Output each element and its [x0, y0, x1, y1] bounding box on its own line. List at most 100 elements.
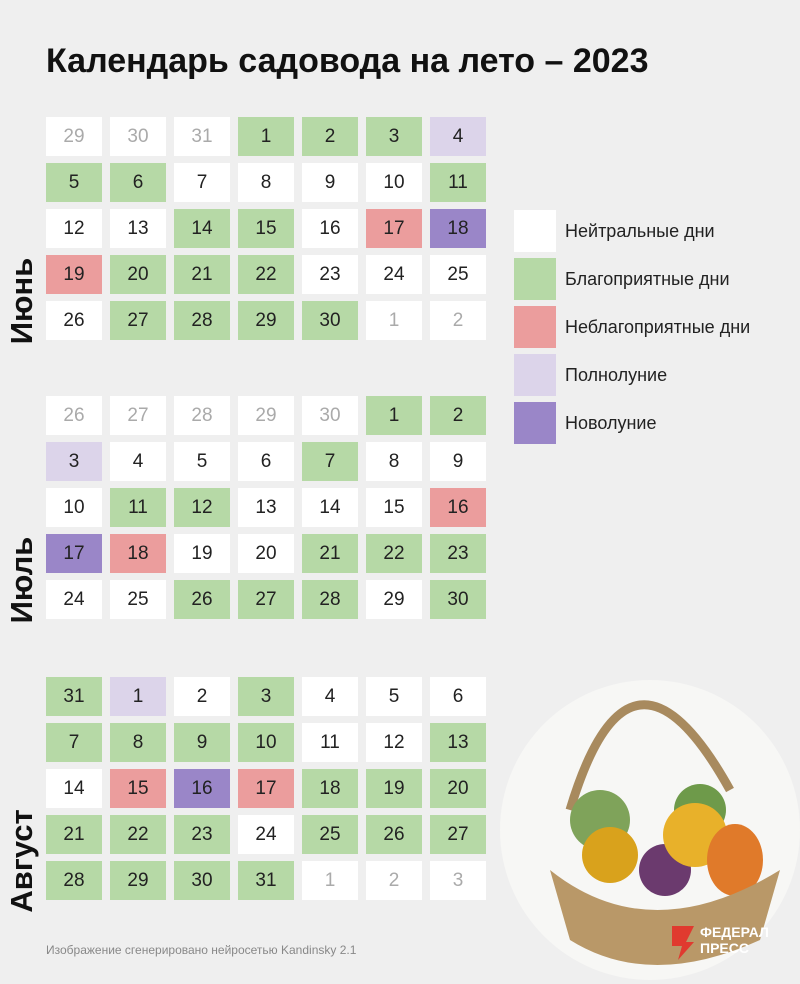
- day-cell: 14: [302, 488, 358, 527]
- legend-label: Полнолуние: [565, 365, 668, 385]
- day-cell: 18: [430, 209, 486, 248]
- day-cell: 10: [46, 488, 102, 527]
- day-cell: 29: [110, 861, 166, 900]
- day-cell: 1: [366, 301, 422, 340]
- day-cell: 30: [430, 580, 486, 619]
- legend-swatch: [514, 306, 556, 348]
- month-label: Июль: [4, 536, 39, 624]
- day-cell: 10: [238, 723, 294, 762]
- day-cell: 28: [302, 580, 358, 619]
- basket-illustration: [500, 680, 800, 980]
- day-cell: 2: [174, 677, 230, 716]
- day-cell: 25: [110, 580, 166, 619]
- day-cell: 9: [302, 163, 358, 202]
- legend-swatch: [514, 402, 556, 444]
- day-cell: 11: [302, 723, 358, 762]
- day-cell: 23: [302, 255, 358, 294]
- day-cell: 25: [430, 255, 486, 294]
- day-cell: 31: [46, 677, 102, 716]
- footer-note: Изображение сгенерировано нейросетью Kan…: [46, 943, 357, 957]
- day-cell: 19: [46, 255, 102, 294]
- day-cell: 12: [366, 723, 422, 762]
- day-cell: 4: [110, 442, 166, 481]
- day-cell: 31: [238, 861, 294, 900]
- day-cell: 7: [302, 442, 358, 481]
- day-cell: 2: [430, 396, 486, 435]
- day-cell: 17: [366, 209, 422, 248]
- day-cell: 15: [366, 488, 422, 527]
- day-cell: 30: [110, 117, 166, 156]
- logo-mark: [672, 926, 694, 960]
- legend-label: Новолуние: [565, 413, 657, 433]
- day-cell: 31: [174, 117, 230, 156]
- day-cell: 30: [302, 301, 358, 340]
- legend-swatch: [514, 210, 556, 252]
- day-cell: 2: [430, 301, 486, 340]
- day-cell: 26: [366, 815, 422, 854]
- day-cell: 23: [174, 815, 230, 854]
- day-cell: 15: [238, 209, 294, 248]
- day-cell: 23: [430, 534, 486, 573]
- day-cell: 20: [238, 534, 294, 573]
- day-cell: 26: [46, 301, 102, 340]
- day-cell: 13: [110, 209, 166, 248]
- day-cell: 20: [110, 255, 166, 294]
- day-cell: 21: [46, 815, 102, 854]
- day-cell: 19: [366, 769, 422, 808]
- day-cell: 11: [110, 488, 166, 527]
- day-cell: 30: [174, 861, 230, 900]
- day-cell: 18: [302, 769, 358, 808]
- day-cell: 2: [366, 861, 422, 900]
- day-cell: 30: [302, 396, 358, 435]
- day-cell: 8: [238, 163, 294, 202]
- day-cell: 21: [302, 534, 358, 573]
- day-cell: 5: [46, 163, 102, 202]
- day-cell: 27: [238, 580, 294, 619]
- day-cell: 5: [366, 677, 422, 716]
- day-cell: 11: [430, 163, 486, 202]
- day-cell: 6: [238, 442, 294, 481]
- day-cell: 16: [302, 209, 358, 248]
- legend-label: Благоприятные дни: [565, 269, 730, 289]
- legend-label: Неблагоприятные дни: [565, 317, 751, 337]
- day-cell: 9: [174, 723, 230, 762]
- day-cell: 28: [174, 301, 230, 340]
- day-cell: 29: [238, 301, 294, 340]
- day-cell: 29: [366, 580, 422, 619]
- day-cell: 28: [46, 861, 102, 900]
- day-cell: 27: [110, 396, 166, 435]
- day-cell: 1: [366, 396, 422, 435]
- day-cell: 24: [46, 580, 102, 619]
- day-cell: 3: [46, 442, 102, 481]
- day-cell: 22: [238, 255, 294, 294]
- day-cell: 1: [302, 861, 358, 900]
- day-cell: 24: [366, 255, 422, 294]
- day-cell: 27: [110, 301, 166, 340]
- day-cell: 28: [174, 396, 230, 435]
- day-cell: 6: [430, 677, 486, 716]
- day-cell: 19: [174, 534, 230, 573]
- day-cell: 13: [430, 723, 486, 762]
- day-cell: 12: [174, 488, 230, 527]
- month-label: Июнь: [4, 257, 39, 345]
- day-cell: 22: [110, 815, 166, 854]
- day-cell: 29: [46, 117, 102, 156]
- day-cell: 15: [110, 769, 166, 808]
- day-cell: 14: [174, 209, 230, 248]
- day-cell: 26: [46, 396, 102, 435]
- day-cell: 3: [366, 117, 422, 156]
- day-cell: 24: [238, 815, 294, 854]
- day-cell: 13: [238, 488, 294, 527]
- logo-text: ФЕДЕРАЛ ПРЕСС: [700, 924, 769, 956]
- day-cell: 3: [430, 861, 486, 900]
- day-cell: 10: [366, 163, 422, 202]
- day-cell: 7: [46, 723, 102, 762]
- day-cell: 17: [238, 769, 294, 808]
- day-cell: 3: [238, 677, 294, 716]
- day-cell: 6: [110, 163, 166, 202]
- day-cell: 4: [302, 677, 358, 716]
- day-cell: 16: [174, 769, 230, 808]
- day-cell: 18: [110, 534, 166, 573]
- day-cell: 1: [110, 677, 166, 716]
